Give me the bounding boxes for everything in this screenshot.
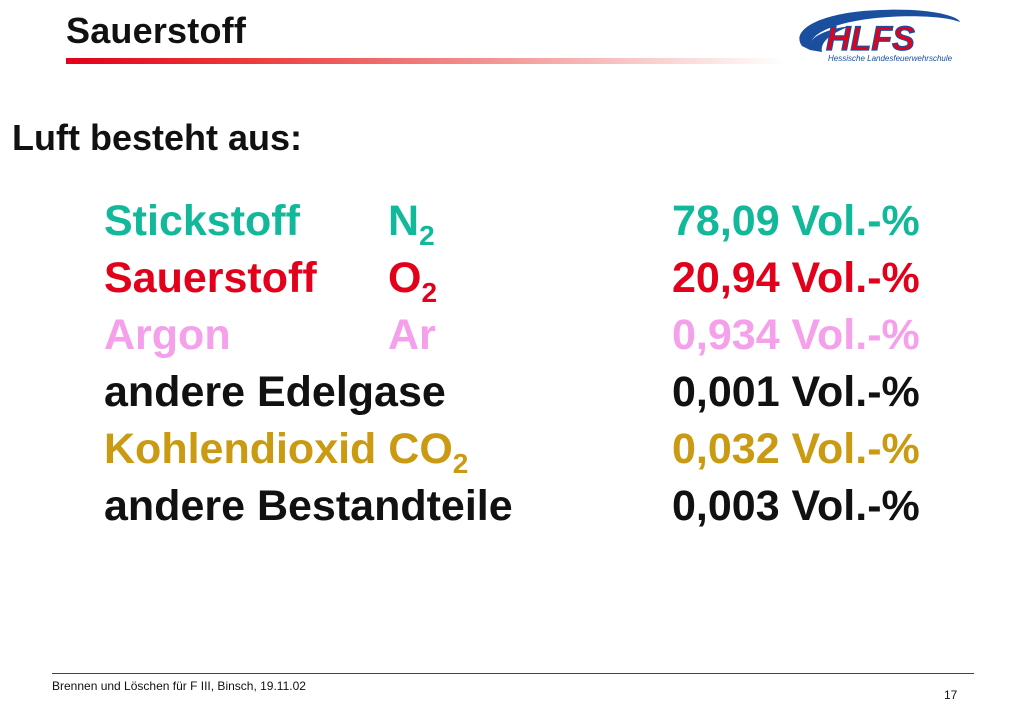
component-value: 0,003 Vol.-% xyxy=(672,482,920,530)
symbol-base: O xyxy=(388,254,422,302)
slide-title: Sauerstoff xyxy=(66,10,247,51)
component-symbol: N2 xyxy=(388,197,435,250)
component-name: Sauerstoff xyxy=(104,254,317,302)
intro-heading: Luft besteht aus: xyxy=(12,117,303,158)
logo-subtext: Hessische Landesfeuerwehrschule xyxy=(828,54,953,63)
component-name: Argon xyxy=(104,311,231,359)
component-name: Kohlendioxid CO2 xyxy=(104,425,468,478)
logo-text: HLFS xyxy=(826,20,915,58)
component-name: andere Edelgase xyxy=(104,368,446,416)
component-value: 78,09 Vol.-% xyxy=(672,197,920,245)
component-symbol: Ar xyxy=(388,314,436,357)
component-value: 20,94 Vol.-% xyxy=(672,254,920,302)
component-value: 0,032 Vol.-% xyxy=(672,425,920,473)
symbol-subscript: 2 xyxy=(452,448,469,479)
logo-swoosh-inner xyxy=(809,26,850,52)
component-value: 0,934 Vol.-% xyxy=(672,311,920,359)
component-name: Stickstoff xyxy=(104,197,300,245)
symbol-subscript: 2 xyxy=(419,220,435,251)
component-name-text: Kohlendioxid CO xyxy=(104,425,453,473)
component-symbol: O2 xyxy=(388,254,437,307)
footer-text: Brennen und Löschen für F III, Binsch, 1… xyxy=(52,679,306,693)
title-rule xyxy=(66,58,786,64)
footer-rule xyxy=(52,673,974,674)
symbol-base: N xyxy=(388,197,420,245)
symbol-subscript: 2 xyxy=(421,277,438,308)
component-value: 0,001 Vol.-% xyxy=(672,368,920,416)
component-name: andere Bestandteile xyxy=(104,482,513,530)
page-number: 17 xyxy=(944,688,958,702)
hlfs-logo: HLFS Hessische Landesfeuerwehrschule xyxy=(799,9,960,63)
symbol-base: Ar xyxy=(388,311,436,359)
logo-swoosh xyxy=(799,9,960,51)
